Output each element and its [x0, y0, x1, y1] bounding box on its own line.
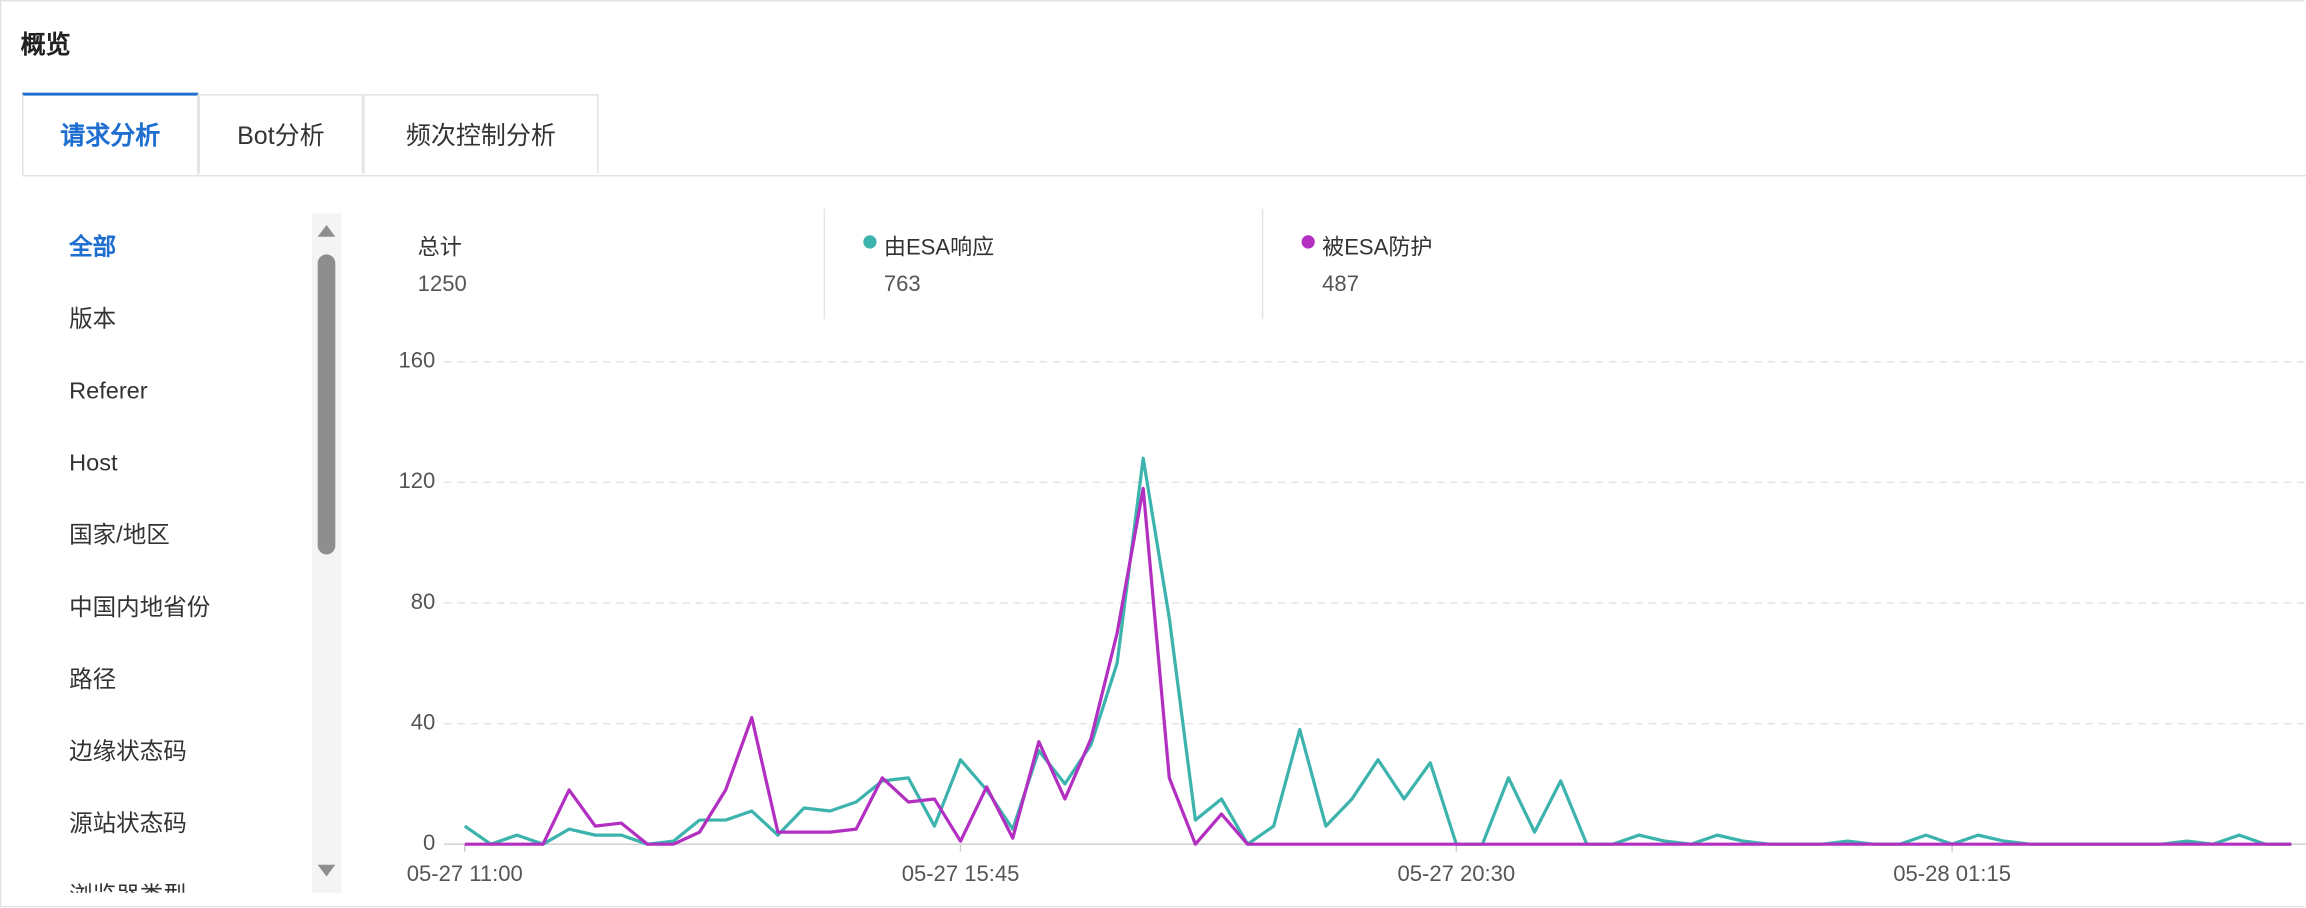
y-tick-label: 120: [399, 468, 436, 493]
y-tick-label: 160: [399, 348, 436, 373]
x-tick-label: 05-27 20:30: [1397, 861, 1515, 886]
stat-label: 总计: [417, 235, 462, 261]
scroll-thumb[interactable]: [317, 254, 336, 555]
menu-item[interactable]: 国家/地区: [69, 523, 170, 549]
stat-value: 487: [1322, 272, 1359, 298]
stat-value: 763: [883, 272, 921, 298]
menu-item[interactable]: Host: [69, 451, 118, 477]
y-tick-label: 40: [411, 709, 436, 734]
menu-item[interactable]: 中国内地省份: [69, 595, 211, 621]
menu-item[interactable]: 边缘状态码: [69, 739, 187, 765]
stat-value: 1250: [417, 272, 467, 298]
x-tick-label: 05-27 15:45: [902, 861, 1020, 886]
stat: 总计 1250: [417, 231, 467, 297]
x-tick-label: 05-28 01:15: [1893, 861, 2011, 886]
page-title: 概览: [20, 30, 71, 59]
tab-bar: 请求分析 Bot分析 频次控制分析: [22, 92, 2306, 177]
series-line: [463, 456, 2292, 846]
tab[interactable]: 请求分析: [22, 92, 199, 176]
menu-item[interactable]: 全部: [69, 235, 117, 261]
scroll-up[interactable]: [317, 225, 336, 237]
stat-label: 由ESA响应: [883, 235, 995, 261]
menu-item[interactable]: 路径: [69, 667, 117, 693]
stat-label: 被ESA防护: [1322, 235, 1433, 261]
menu-item[interactable]: 源站状态码: [69, 811, 187, 837]
stat: 被ESA防护 487: [1301, 231, 1433, 297]
legend-dot[interactable]: [1301, 235, 1315, 249]
menu-item[interactable]: 版本: [69, 307, 117, 333]
menu-item[interactable]: Referer: [69, 379, 148, 405]
legend-dot[interactable]: [863, 235, 877, 249]
y-tick-label: 80: [411, 589, 436, 614]
tab[interactable]: 频次控制分析: [363, 94, 599, 174]
scroll-down[interactable]: [317, 864, 336, 877]
divider: [1261, 208, 1264, 320]
tab[interactable]: Bot分析: [198, 94, 364, 174]
scrollbar[interactable]: [311, 213, 342, 893]
y-tick-label: 0: [423, 830, 435, 855]
stat: 由ESA响应 763: [863, 231, 995, 297]
menu-item[interactable]: 浏览器类型: [69, 882, 187, 893]
series-line: [464, 486, 2292, 846]
divider: [823, 208, 826, 320]
x-tick-label: 05-27 11:00: [407, 861, 523, 886]
